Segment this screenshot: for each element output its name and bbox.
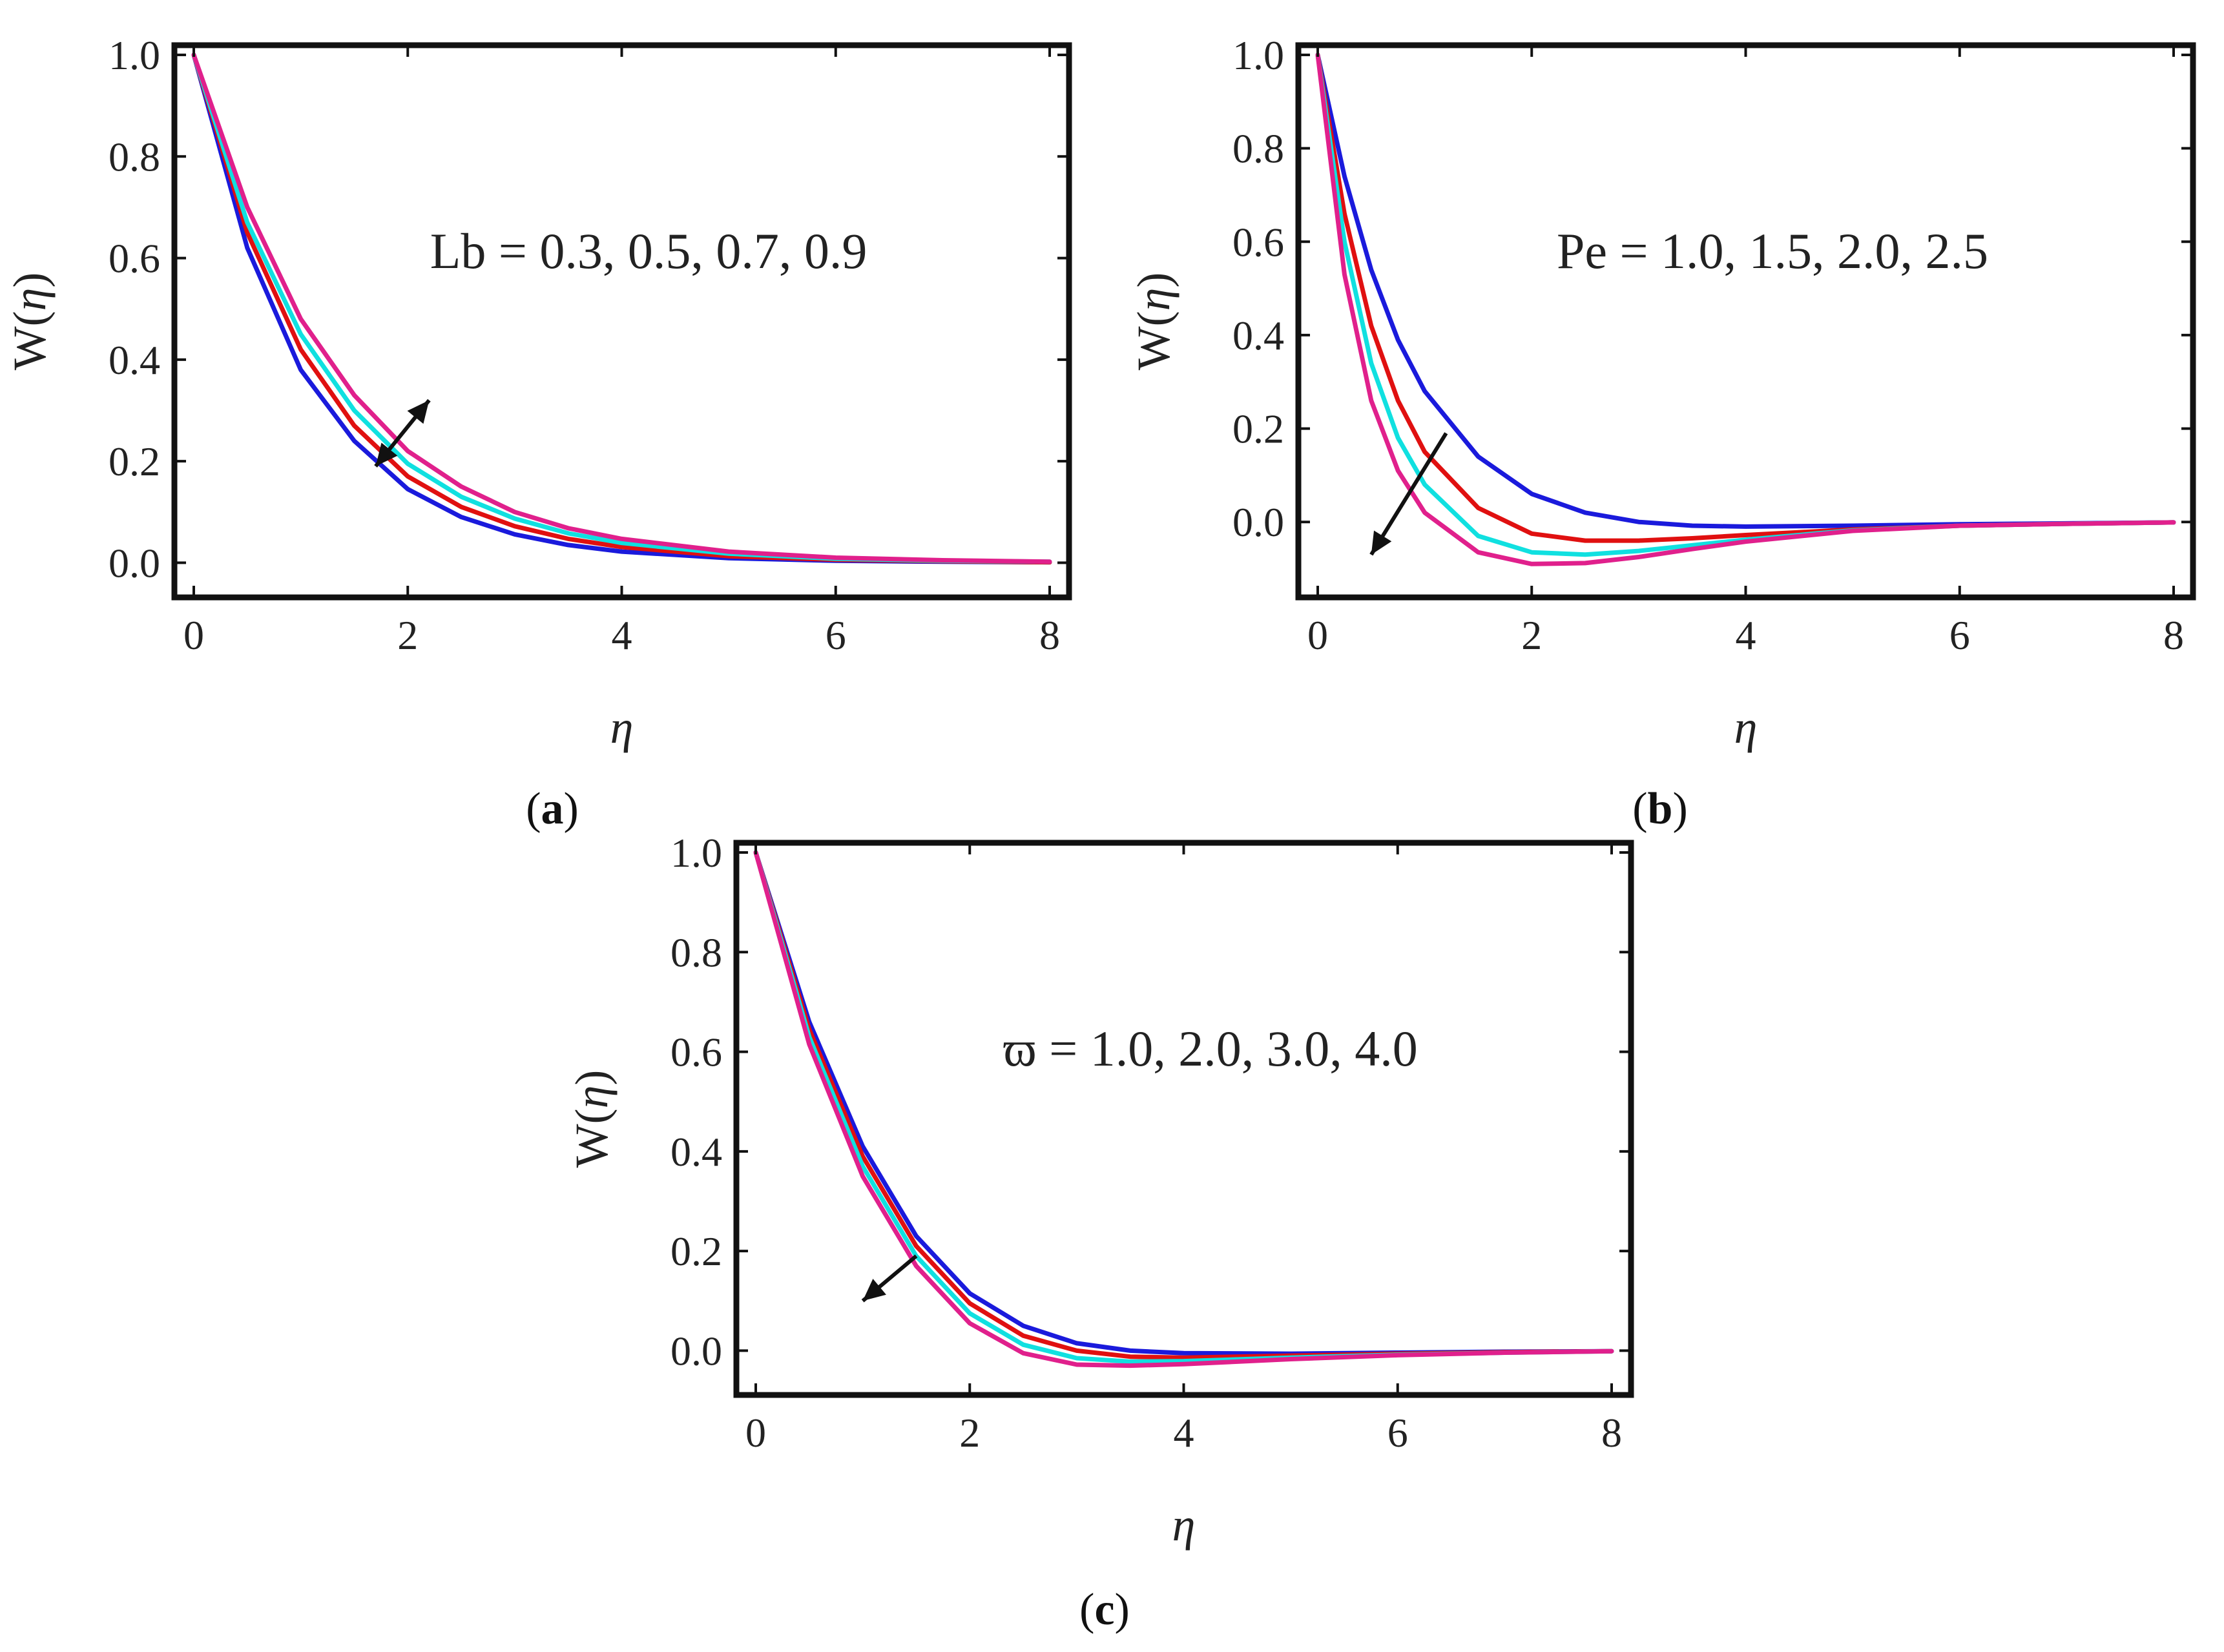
series-line-3 [191, 52, 1052, 564]
series-line-1 [1315, 52, 2176, 529]
caption-paren-close: ) [564, 784, 579, 834]
x-tick-label: 8 [1039, 612, 1060, 658]
x-tick-label: 2 [959, 1410, 980, 1456]
y-tick-label: 0.2 [670, 1228, 722, 1274]
annotation: Pe = 1.0, 1.5, 2.0, 2.5 [1557, 223, 1988, 279]
series-line-3 [1315, 52, 2176, 557]
plot-frame [733, 840, 1634, 1398]
trend-arrow-shaft [1369, 432, 1448, 556]
y-tick-label: 0.4 [109, 337, 160, 383]
y-tick-label: 0.4 [1232, 313, 1284, 358]
caption-letter: a [541, 784, 564, 834]
y-tick-label: 1.0 [1232, 32, 1284, 78]
x-tick-label: 0 [1307, 612, 1328, 658]
x-tick-label: 4 [1174, 1410, 1194, 1456]
y-axis-label: W(η) [4, 273, 56, 371]
y-axis-label-suffix: ) [4, 273, 56, 288]
x-tick-label: 0 [183, 612, 204, 658]
y-axis-label: W(η) [566, 1070, 618, 1168]
x-axis-label: η [1734, 701, 1758, 753]
x-tick-label: 4 [1736, 612, 1756, 658]
y-tick-label: 0.0 [670, 1328, 722, 1374]
annotation: ϖ = 1.0, 2.0, 3.0, 4.0 [1003, 1020, 1417, 1077]
series-line-1 [191, 52, 1052, 565]
x-tick-label: 0 [745, 1410, 766, 1456]
panel-a: 0 2 4 6 80.00.20.40.60.81.0ηW(η)Lb = 0.3, 0.… [4, 32, 1072, 834]
caption-letter: b [1648, 784, 1673, 834]
trend-arrow-head [407, 400, 430, 424]
y-tick-label: 0.4 [670, 1129, 722, 1175]
y-axis-label-suffix: ) [566, 1070, 618, 1086]
y-tick-label: 0.2 [1232, 406, 1284, 452]
y-axis-label-prefix: W( [1128, 311, 1180, 370]
caption-paren-open: ( [1632, 784, 1647, 834]
y-tick-label: 0.6 [109, 236, 160, 282]
x-tick-label: 2 [397, 612, 418, 658]
x-tick-label: 8 [1601, 1410, 1622, 1456]
trend-arrow-head [862, 1279, 886, 1301]
y-tick-label: 0.2 [109, 439, 160, 484]
x-tick-label: 6 [1387, 1410, 1408, 1456]
caption-paren-open: ( [526, 784, 541, 834]
y-tick-label: 1.0 [670, 830, 722, 876]
y-tick-label: 1.0 [109, 32, 160, 78]
annotation: Lb = 0.3, 0.5, 0.7, 0.9 [430, 223, 868, 279]
y-tick-label: 0.8 [1232, 126, 1284, 172]
x-tick-label: 2 [1521, 612, 1542, 658]
series-line-2 [191, 52, 1052, 565]
y-tick-label: 0.0 [109, 540, 160, 586]
trend-arrow-head-start [375, 442, 398, 466]
y-tick-label: 0.8 [670, 929, 722, 975]
caption-letter: c [1094, 1585, 1114, 1635]
x-axis-label: η [610, 701, 634, 753]
panel-b: 0 2 4 6 80.00.20.40.60.81.0ηW(η)Pe = 1.0, 1.… [1128, 32, 2196, 834]
y-axis-label-suffix: ) [1128, 273, 1180, 288]
y-tick-label: 0.6 [1232, 219, 1284, 265]
x-tick-label: 4 [612, 612, 632, 658]
plot-frame [1295, 42, 2196, 601]
y-tick-label: 0.8 [109, 134, 160, 180]
panel-caption: (b) [1632, 784, 1688, 834]
caption-paren-close: ) [1115, 1585, 1130, 1635]
y-axis-label-var: η [566, 1086, 618, 1109]
panel-caption: (c) [1079, 1585, 1130, 1635]
y-axis-label-var: η [4, 288, 56, 311]
y-axis-label-prefix: W( [566, 1108, 618, 1168]
panel-caption: (a) [526, 784, 579, 834]
caption-paren-open: ( [1079, 1585, 1094, 1635]
series-line-4 [1315, 52, 2176, 566]
caption-paren-close: ) [1672, 784, 1687, 834]
x-tick-label: 8 [2163, 612, 2184, 658]
x-tick-label: 6 [826, 612, 846, 658]
series-line-4 [191, 52, 1052, 564]
y-axis-label-prefix: W( [4, 311, 56, 370]
plot-frame [171, 42, 1072, 601]
y-tick-label: 0.0 [1232, 499, 1284, 545]
series-line-4 [753, 850, 1614, 1368]
y-tick-label: 0.6 [670, 1029, 722, 1075]
x-axis-label: η [1172, 1499, 1196, 1551]
y-axis-label: W(η) [1128, 273, 1180, 371]
trend-arrow-head [1371, 530, 1392, 555]
x-tick-label: 6 [1949, 612, 1970, 658]
panel-c: 0 2 4 6 80.00.20.40.60.81.0ηW(η)ϖ = 1.0, 2.0… [566, 830, 1634, 1635]
series-line-1 [753, 850, 1614, 1356]
y-axis-label-var: η [1128, 288, 1180, 311]
series-line-2 [1315, 52, 2176, 543]
